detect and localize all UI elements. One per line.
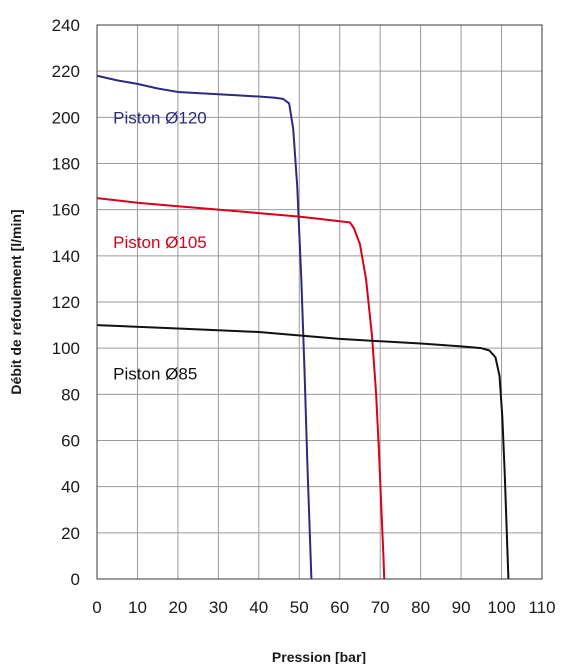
x-tick-label: 100 — [487, 598, 515, 617]
x-tick-labels: 0 10 20 30 40 50 60 70 80 90 100 110 — [92, 598, 555, 617]
plot-frame — [96, 24, 543, 580]
x-tick-label: 60 — [330, 598, 349, 617]
y-tick-label: 200 — [52, 108, 80, 127]
y-tick-label: 240 — [52, 16, 80, 35]
y-tick-label: 220 — [52, 62, 80, 81]
y-tick-labels: 0 20 40 60 80 100 120 140 160 180 200 220 240 — [52, 16, 80, 589]
y-tick-label: 160 — [52, 201, 80, 220]
y-tick-label: 180 — [52, 155, 80, 174]
x-tick-label: 10 — [128, 598, 147, 617]
y-tick-label: 140 — [52, 247, 80, 266]
y-tick-label: 100 — [52, 339, 80, 358]
series-label-0: Piston Ø120 — [113, 108, 207, 127]
series-line-2 — [96, 324, 510, 580]
y-tick-label: 120 — [52, 293, 80, 312]
series-labels: Piston Ø120 Piston Ø105 Piston Ø85 — [113, 108, 207, 383]
y-tick-label: 60 — [61, 432, 80, 451]
y-axis-title: Débit de refoulement [l/min] — [8, 209, 24, 394]
series-lines — [96, 74, 510, 580]
x-tick-label: 0 — [92, 598, 101, 617]
y-tick-label: 80 — [61, 385, 80, 404]
series-line-0 — [96, 74, 313, 580]
x-tick-label: 40 — [249, 598, 268, 617]
x-tick-label: 20 — [168, 598, 187, 617]
x-tick-label: 50 — [290, 598, 309, 617]
y-tick-label: 0 — [71, 570, 80, 589]
x-tick-label: 80 — [411, 598, 430, 617]
x-tick-label: 70 — [371, 598, 390, 617]
x-tick-label: 110 — [528, 598, 555, 617]
x-tick-label: 30 — [209, 598, 228, 617]
series-label-2: Piston Ø85 — [113, 365, 197, 384]
series-label-1: Piston Ø105 — [113, 233, 207, 252]
series-line-1 — [96, 197, 386, 580]
y-tick-label: 20 — [61, 524, 80, 543]
y-tick-label: 40 — [61, 478, 80, 497]
x-tick-label: 90 — [452, 598, 471, 617]
x-axis-title: Pression [bar] — [272, 649, 366, 664]
